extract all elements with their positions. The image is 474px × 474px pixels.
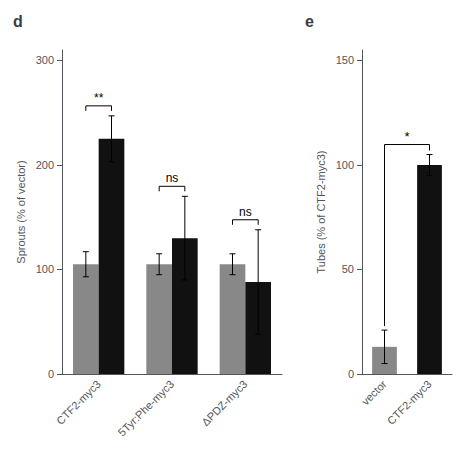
svg-text:d: d xyxy=(13,13,23,30)
svg-text:**: ** xyxy=(94,91,104,105)
svg-text:0: 0 xyxy=(48,368,54,380)
svg-text:150: 150 xyxy=(336,54,354,66)
svg-text:Tubes (% of CTF2-myc3): Tubes (% of CTF2-myc3) xyxy=(315,150,327,273)
svg-text:5Tyr:Phe-myc3: 5Tyr:Phe-myc3 xyxy=(116,378,177,439)
svg-text:0: 0 xyxy=(348,368,354,380)
svg-text:200: 200 xyxy=(36,159,54,171)
svg-text:300: 300 xyxy=(36,54,54,66)
svg-text:100: 100 xyxy=(36,263,54,275)
svg-text:*: * xyxy=(404,129,409,144)
svg-text:ns: ns xyxy=(239,205,252,219)
svg-text:CTF2-myc3: CTF2-myc3 xyxy=(54,378,103,427)
svg-text:ns: ns xyxy=(166,171,179,185)
svg-text:Sprouts (% of vector): Sprouts (% of vector) xyxy=(15,160,27,263)
svg-text:100: 100 xyxy=(336,159,354,171)
svg-text:vector: vector xyxy=(359,378,389,408)
svg-text:50: 50 xyxy=(342,263,354,275)
svg-text:e: e xyxy=(305,13,314,30)
svg-text:CTF2-myc3: CTF2-myc3 xyxy=(385,378,434,427)
svg-text:ΔPDZ-myc3: ΔPDZ-myc3 xyxy=(199,378,249,428)
